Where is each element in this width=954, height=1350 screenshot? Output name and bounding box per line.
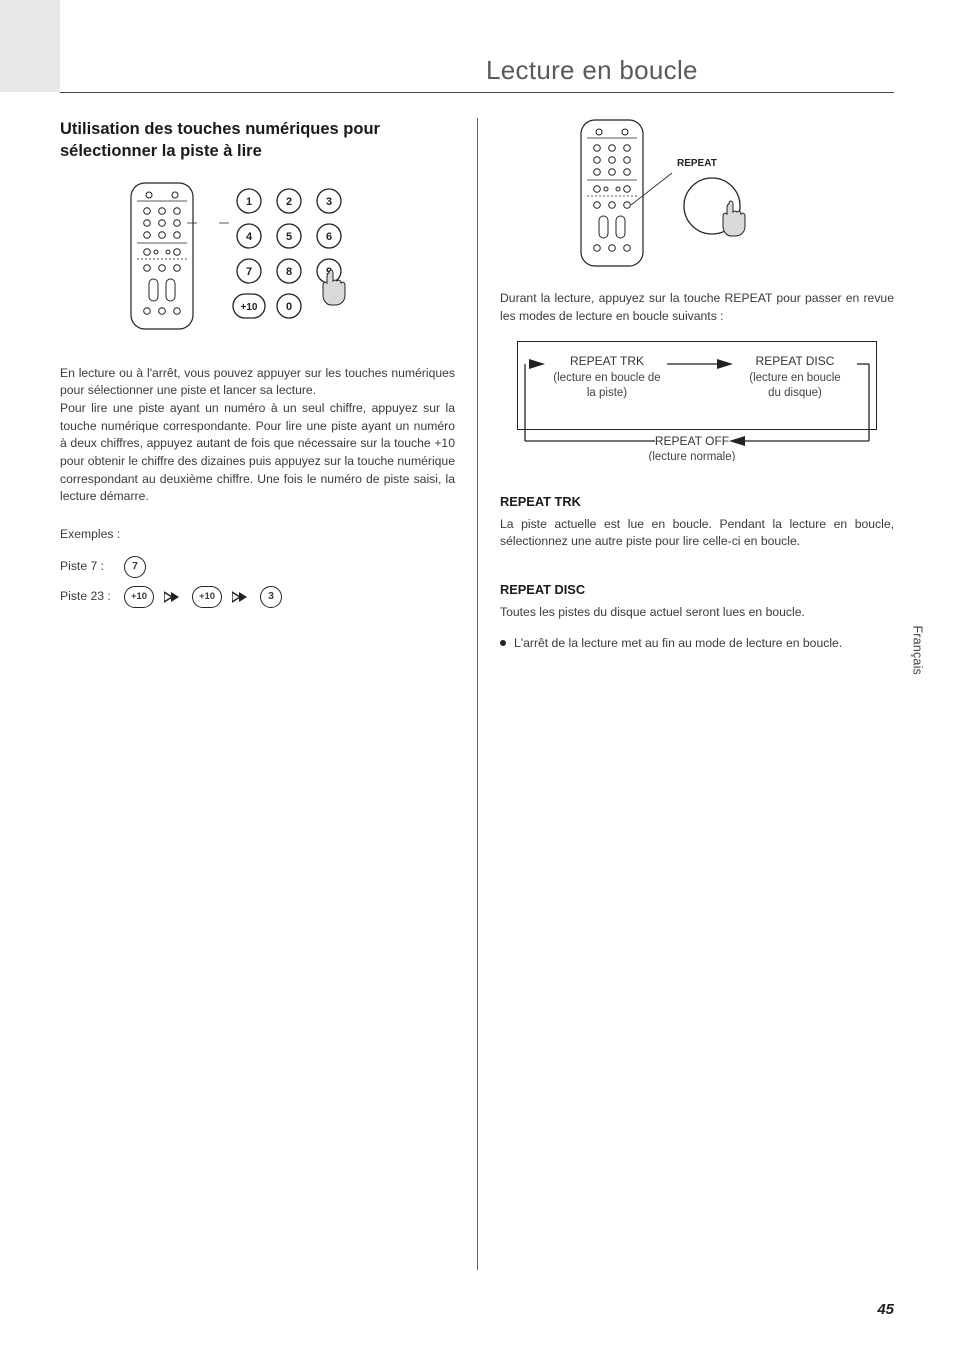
svg-text:6: 6 <box>325 231 331 243</box>
repeat-trk-para: La piste actuelle est lue en boucle. Pen… <box>500 516 894 551</box>
svg-text:5: 5 <box>285 231 291 243</box>
bullet-icon <box>500 640 506 646</box>
keypad-grid-icon: 123 456 789 +100 <box>219 181 389 331</box>
language-tab: Français <box>911 625 925 675</box>
svg-text:du disque): du disque) <box>768 387 822 399</box>
svg-text:2: 2 <box>285 196 291 208</box>
right-intro: Durant la lecture, appuyez sur la touche… <box>500 290 894 325</box>
svg-text:(lecture normale): (lecture normale) <box>649 451 736 461</box>
repeat-figure: REPEAT <box>500 118 894 268</box>
bullet-text: L'arrêt de la lecture met au fin au mode… <box>514 635 842 653</box>
left-para-2: Pour lire une piste ayant un numéro à un… <box>60 400 455 506</box>
bullet-note: L'arrêt de la lecture met au fin au mode… <box>500 635 894 653</box>
svg-text:3: 3 <box>325 196 331 208</box>
svg-text:(lecture en boucle de: (lecture en boucle de <box>553 372 660 384</box>
section-title: Lecture en boucle <box>486 55 698 86</box>
arrow-icon <box>232 590 250 604</box>
example1-label: Piste 7 : <box>60 558 114 576</box>
svg-text:REPEAT: REPEAT <box>677 158 717 169</box>
left-heading: Utilisation des touches numériques pour … <box>60 118 455 163</box>
repeat-trk-heading: REPEAT TRK <box>500 493 894 512</box>
example-row-2: Piste 23 : +10 +10 3 <box>60 586 455 608</box>
svg-text:7: 7 <box>245 266 251 278</box>
margin-grey-strip <box>0 0 60 92</box>
svg-text:REPEAT TRK: REPEAT TRK <box>570 354 644 368</box>
key-plus10-b: +10 <box>192 586 222 608</box>
key-plus10-a: +10 <box>124 586 154 608</box>
key-3: 3 <box>260 586 282 608</box>
page-number: 45 <box>877 1301 894 1318</box>
svg-text:8: 8 <box>285 266 291 278</box>
example2-label: Piste 23 : <box>60 588 114 606</box>
svg-text:REPEAT DISC: REPEAT DISC <box>756 354 835 368</box>
repeat-disc-heading: REPEAT DISC <box>500 581 894 600</box>
svg-text:1: 1 <box>245 196 251 208</box>
repeat-disc-para: Toutes les pistes du disque actuel seron… <box>500 604 894 622</box>
arrow-icon <box>164 590 182 604</box>
svg-text:la piste): la piste) <box>587 387 627 399</box>
left-column: Utilisation des touches numériques pour … <box>60 118 477 1270</box>
svg-text:(lecture en boucle: (lecture en boucle <box>749 372 840 384</box>
example-row-1: Piste 7 : 7 <box>60 556 455 578</box>
keypad-figure: 123 456 789 +100 <box>60 181 455 331</box>
left-para-1: En lecture ou à l'arrêt, vous pouvez app… <box>60 365 455 400</box>
svg-text:0: 0 <box>285 301 291 313</box>
svg-text:4: 4 <box>245 231 252 243</box>
repeat-flow-diagram: REPEAT TRK (lecture en boucle de la pist… <box>517 341 877 467</box>
svg-text:REPEAT OFF: REPEAT OFF <box>655 434 729 448</box>
key-7: 7 <box>124 556 146 578</box>
examples-label: Exemples : <box>60 526 455 544</box>
right-column: REPEAT Durant la lecture, appuyez sur la… <box>477 118 894 1270</box>
svg-text:+10: +10 <box>240 302 257 313</box>
remote-body-icon <box>127 181 197 331</box>
top-rule <box>60 92 894 93</box>
